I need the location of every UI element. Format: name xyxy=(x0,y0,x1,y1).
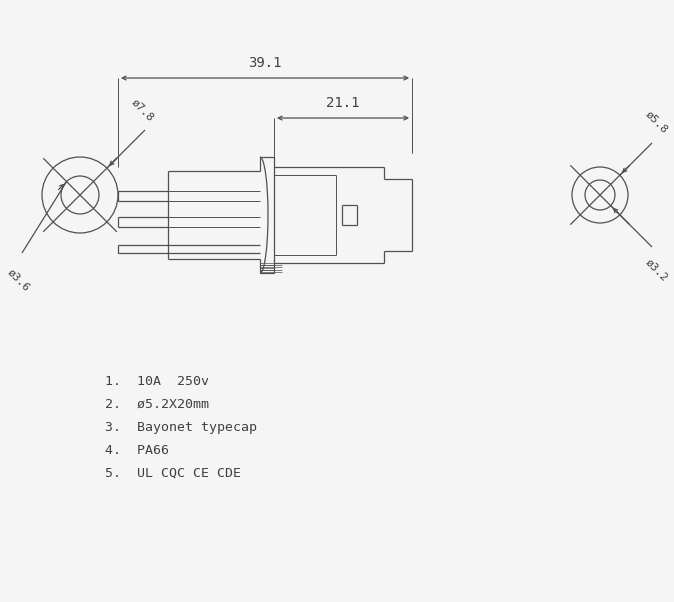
Text: 5.  UL CQC CE CDE: 5. UL CQC CE CDE xyxy=(105,467,241,480)
Text: ø3.6: ø3.6 xyxy=(6,267,32,293)
Text: 2.  ø5.2X20mm: 2. ø5.2X20mm xyxy=(105,398,209,411)
Text: 1.  10A  250v: 1. 10A 250v xyxy=(105,375,209,388)
Text: ø3.2: ø3.2 xyxy=(644,257,670,283)
Text: 4.  PA66: 4. PA66 xyxy=(105,444,169,457)
Text: 39.1: 39.1 xyxy=(248,56,282,70)
Text: ø7.8: ø7.8 xyxy=(130,97,156,123)
Text: 21.1: 21.1 xyxy=(326,96,360,110)
Text: 3.  Bayonet typecap: 3. Bayonet typecap xyxy=(105,421,257,434)
Text: ø5.8: ø5.8 xyxy=(644,109,670,135)
